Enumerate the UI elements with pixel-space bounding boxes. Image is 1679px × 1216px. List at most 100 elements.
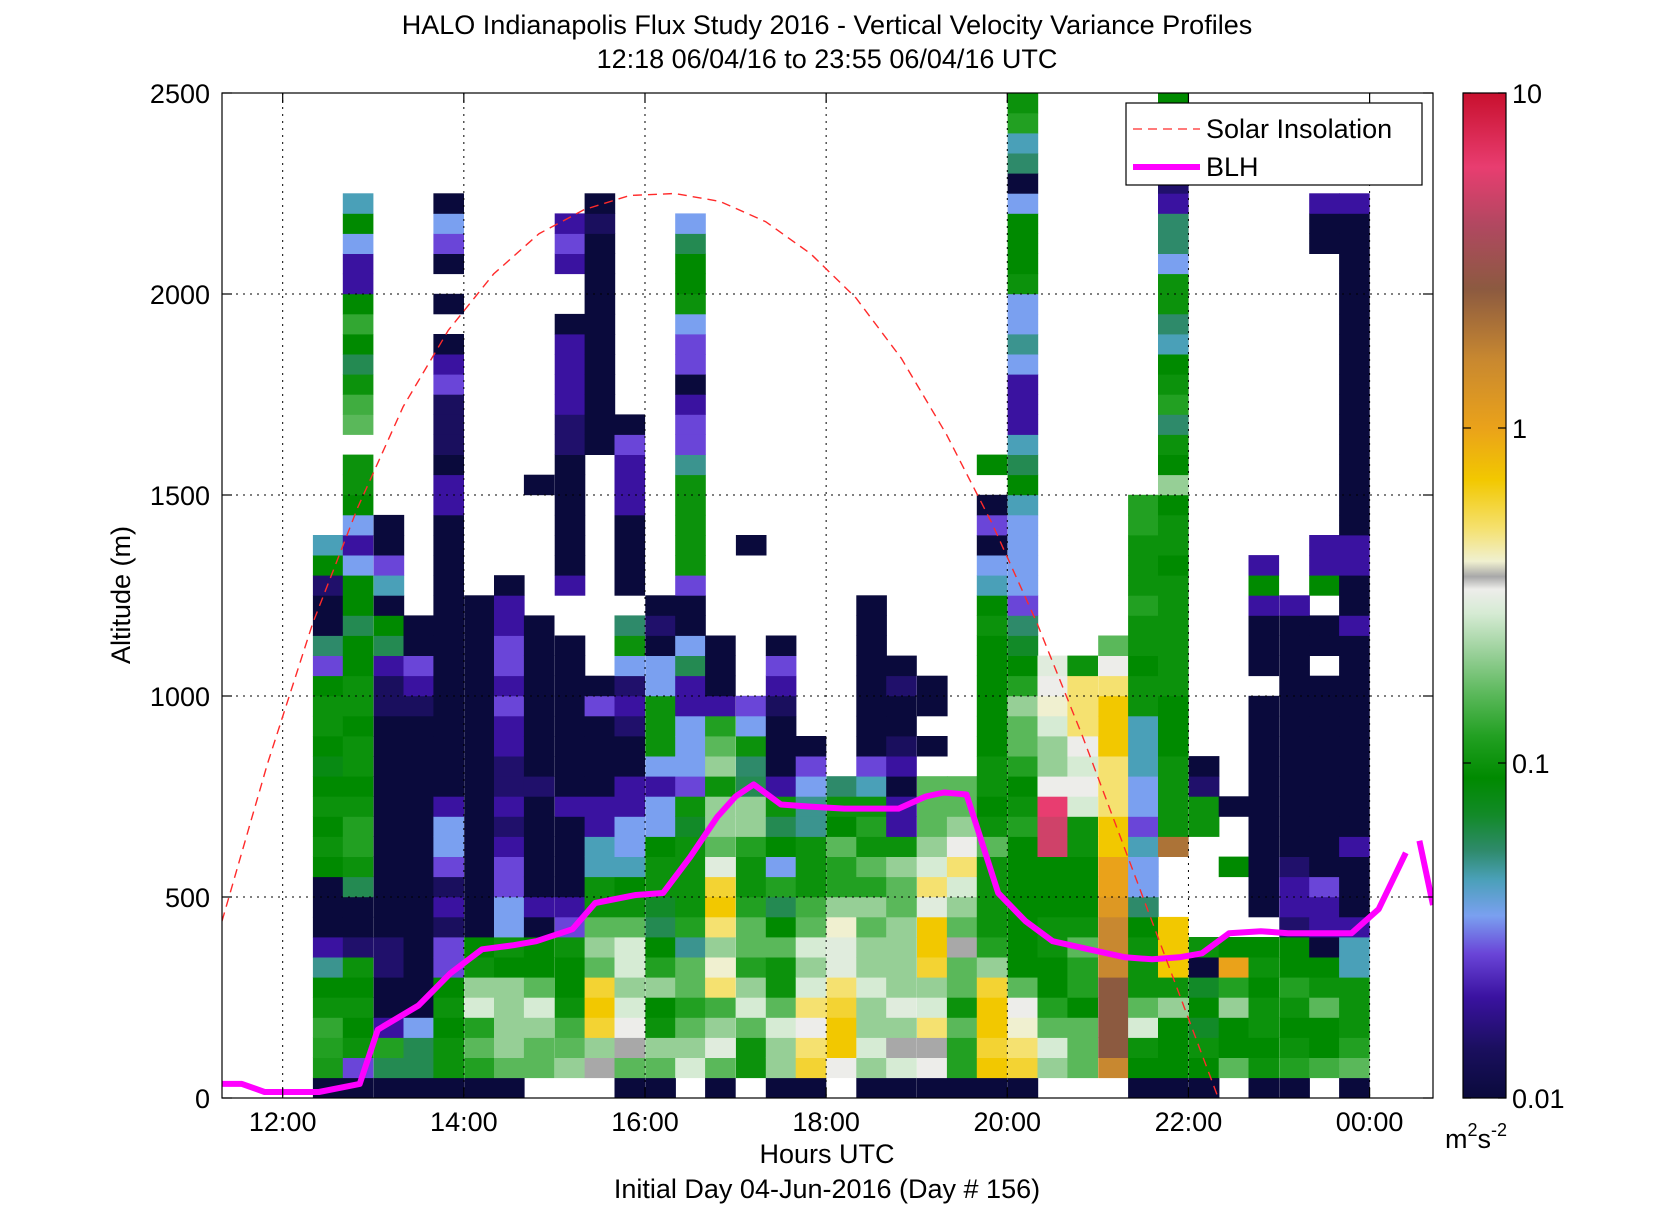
- heatmap-cell: [554, 655, 586, 677]
- heatmap-cell: [735, 1037, 767, 1058]
- heatmap-cell: [917, 1077, 948, 1098]
- heatmap-cell: [1067, 876, 1098, 898]
- heatmap-cell: [373, 736, 405, 757]
- heatmap-cell: [1339, 474, 1370, 496]
- heatmap-cell: [584, 414, 616, 435]
- heatmap-cell: [1037, 816, 1069, 837]
- heatmap-cell: [312, 916, 344, 938]
- heatmap-cell: [584, 816, 616, 837]
- heatmap-cell: [765, 776, 797, 797]
- heatmap-cell: [403, 1077, 435, 1098]
- heatmap-cell: [976, 776, 1008, 797]
- heatmap-cell: [554, 836, 586, 857]
- heatmap-cell: [1309, 675, 1340, 697]
- heatmap-cell: [554, 555, 586, 576]
- heatmap-cell: [1037, 836, 1069, 857]
- heatmap-cell: [1037, 695, 1069, 717]
- heatmap-cell: [765, 675, 797, 697]
- heatmap-cell: [523, 655, 555, 677]
- heatmap-cell: [614, 1057, 646, 1079]
- heatmap-cell: [826, 836, 858, 857]
- heatmap-cell: [614, 675, 646, 697]
- heatmap-cell: [1007, 615, 1039, 636]
- heatmap-cell: [494, 655, 525, 677]
- heatmap-cell: [1128, 977, 1159, 998]
- heatmap-cell: [1007, 756, 1039, 777]
- heatmap-cell: [765, 816, 797, 837]
- heatmap-cell: [765, 1077, 797, 1098]
- heatmap-cell: [494, 916, 525, 938]
- heatmap-cell: [976, 997, 1008, 1018]
- heatmap-cell: [373, 856, 405, 878]
- heatmap-cell: [1248, 836, 1280, 857]
- heatmap-cell: [342, 193, 374, 214]
- heatmap-cell: [1339, 1017, 1370, 1038]
- heatmap-cell: [675, 394, 706, 415]
- heatmap-cell: [523, 916, 555, 938]
- heatmap-cell: [433, 916, 464, 938]
- heatmap-cell: [1279, 736, 1310, 757]
- heatmap-cell: [976, 595, 1008, 616]
- heatmap-cell: [403, 1017, 435, 1038]
- heatmap-cell: [645, 1057, 676, 1079]
- heatmap-cell: [403, 816, 435, 837]
- heatmap-cell: [373, 756, 405, 777]
- heatmap-cell: [433, 736, 464, 757]
- colorbar-tick-label: 1: [1512, 414, 1527, 444]
- heatmap-cell: [976, 575, 1008, 596]
- heatmap-cell: [1279, 655, 1310, 677]
- heatmap-cell: [1098, 695, 1129, 717]
- heatmap-cell: [1218, 856, 1250, 878]
- y-tick-label: 1500: [150, 481, 210, 511]
- heatmap-cell: [886, 836, 917, 857]
- heatmap-cell: [917, 695, 948, 717]
- heatmap-cell: [584, 313, 616, 335]
- heatmap-cell: [1309, 213, 1340, 234]
- heatmap-cell: [795, 776, 827, 797]
- heatmap-cell: [675, 796, 706, 817]
- heatmap-cell: [645, 655, 676, 677]
- heatmap-cell: [342, 736, 374, 757]
- heatmap-cell: [1128, 997, 1159, 1018]
- heatmap-cell: [735, 957, 767, 978]
- heatmap-cell: [1007, 876, 1039, 898]
- heatmap-cell: [1007, 1077, 1039, 1098]
- heatmap-cell: [403, 635, 435, 656]
- heatmap-cell: [403, 1037, 435, 1058]
- heatmap-cell: [373, 1037, 405, 1058]
- heatmap-cell: [403, 896, 435, 918]
- heatmap-cell: [856, 937, 887, 958]
- heatmap-cell: [1339, 695, 1370, 717]
- heatmap-cell: [645, 796, 676, 817]
- heatmap-cell: [856, 675, 887, 697]
- heatmap-cell: [1158, 374, 1189, 395]
- heatmap-cell: [1007, 474, 1039, 496]
- heatmap-cell: [312, 555, 344, 576]
- heatmap-cell: [1158, 253, 1189, 275]
- heatmap-cell: [1158, 233, 1189, 254]
- heatmap-cell: [1309, 1057, 1340, 1079]
- heatmap-cell: [584, 695, 616, 717]
- heatmap-cell: [1128, 595, 1159, 616]
- heatmap-cell: [886, 977, 917, 998]
- heatmap-cell: [1037, 1037, 1069, 1058]
- heatmap-cell: [1128, 575, 1159, 596]
- heatmap-cell: [312, 836, 344, 857]
- heatmap-cell: [523, 1017, 555, 1038]
- heatmap-cell: [1339, 1057, 1370, 1079]
- heatmap-cell: [342, 474, 374, 496]
- heatmap-cell: [765, 736, 797, 757]
- heatmap-cell: [946, 876, 978, 898]
- heatmap-cell: [1339, 555, 1370, 576]
- heatmap-cell: [1309, 836, 1340, 857]
- heatmap-cell: [1218, 937, 1250, 958]
- heatmap-cell: [1067, 756, 1098, 777]
- heatmap-cell: [464, 695, 495, 717]
- heatmap-cell: [342, 273, 374, 295]
- heatmap-cell: [523, 776, 555, 797]
- heatmap-cell: [675, 655, 706, 677]
- heatmap-cell: [917, 896, 948, 918]
- heatmap-cell: [312, 736, 344, 757]
- heatmap-cell: [342, 454, 374, 476]
- heatmap-cell: [1309, 896, 1340, 918]
